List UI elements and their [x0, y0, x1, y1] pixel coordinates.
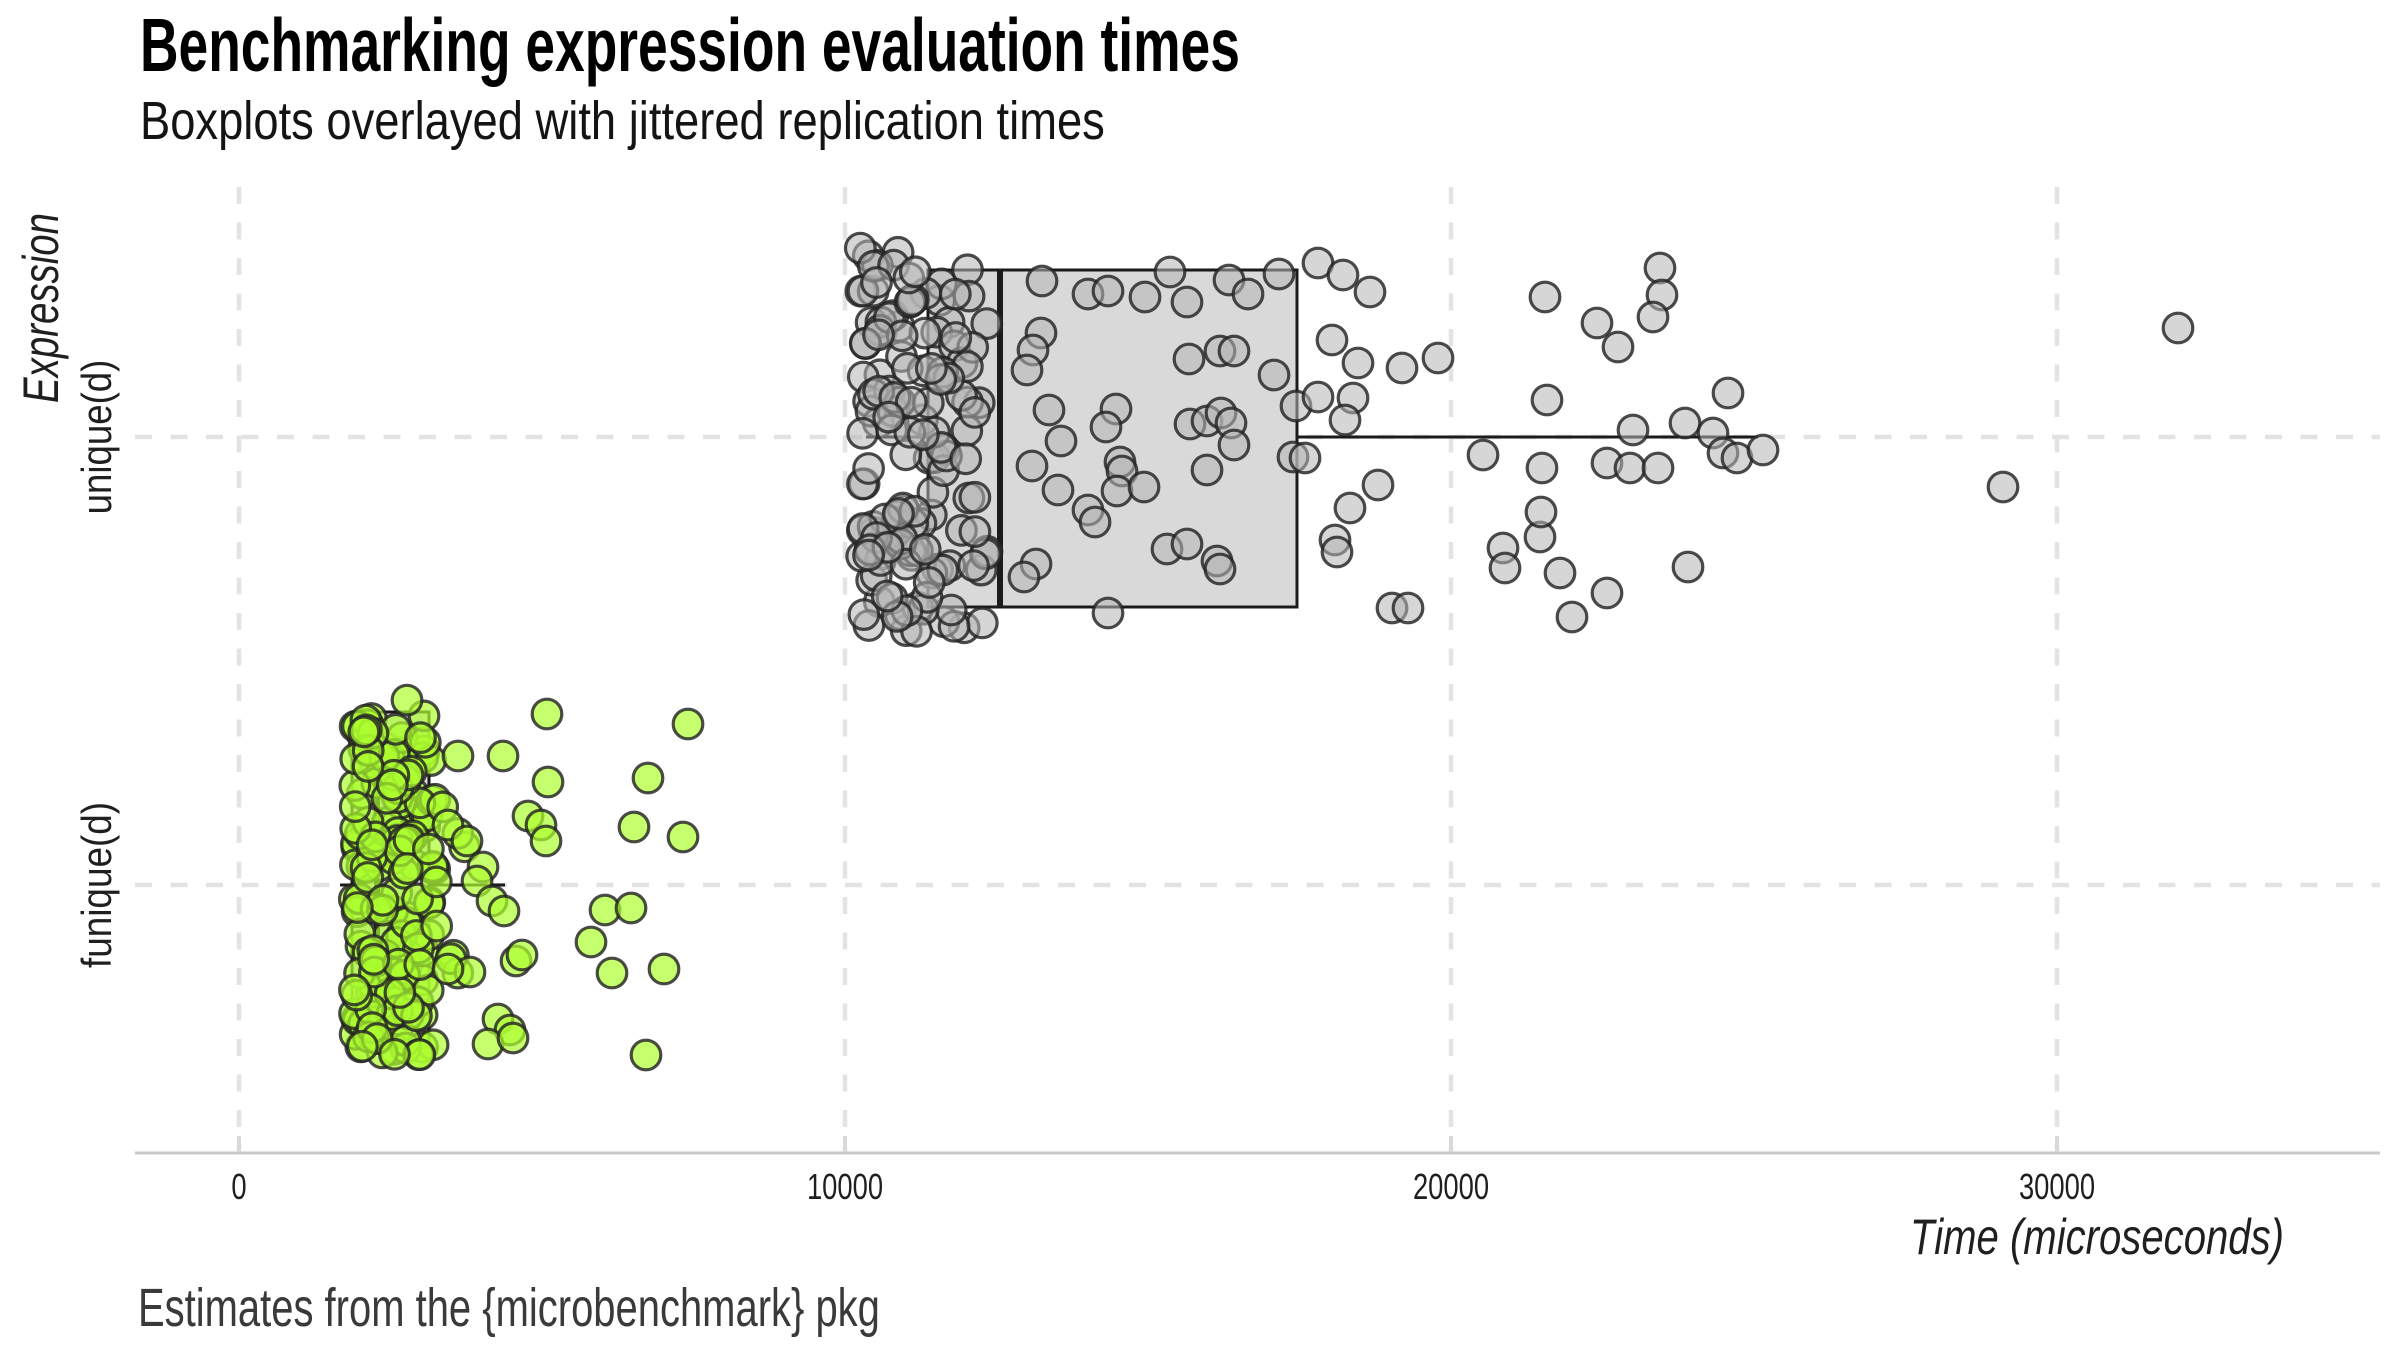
svg-text:Boxplots overlayed with jitter: Boxplots overlayed with jittered replica… — [140, 90, 1105, 151]
svg-text:Benchmarking expression evalua: Benchmarking expression evaluation times — [140, 3, 1240, 87]
svg-text:unique(d): unique(d) — [74, 360, 121, 515]
svg-text:10000: 10000 — [807, 1166, 883, 1207]
svg-text:Estimates from the {microbench: Estimates from the {microbenchmark} pkg — [138, 1278, 880, 1338]
svg-text:30000: 30000 — [2019, 1166, 2095, 1207]
svg-text:funique(d): funique(d) — [74, 802, 121, 968]
svg-text:0: 0 — [231, 1166, 246, 1207]
svg-text:20000: 20000 — [1413, 1166, 1489, 1207]
svg-text:Time (microseconds): Time (microseconds) — [1910, 1209, 2284, 1265]
svg-text:Expression: Expression — [14, 213, 69, 403]
